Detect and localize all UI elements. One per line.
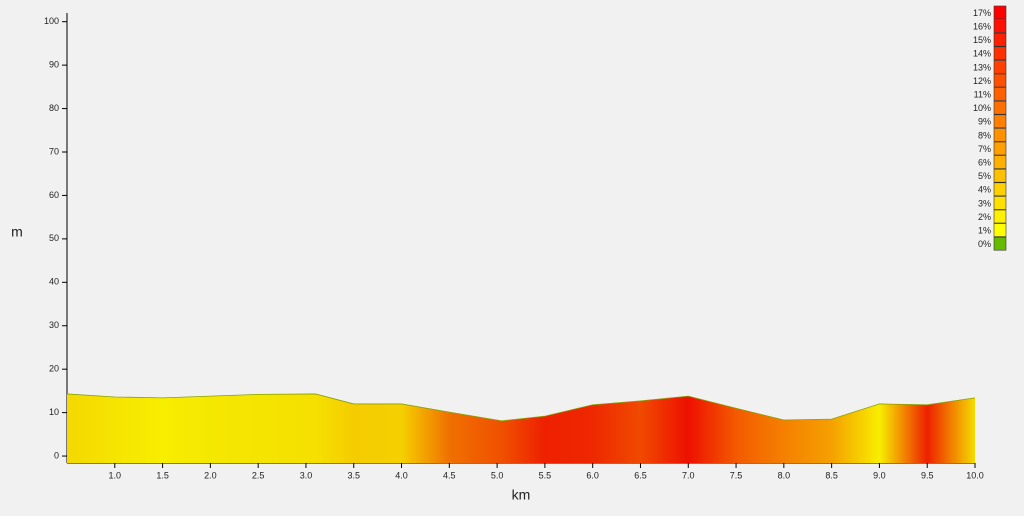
x-tick-label: 8.5: [825, 470, 838, 480]
legend-swatch: [993, 128, 1007, 142]
legend-label: 2%: [978, 212, 991, 222]
legend-swatch: [993, 209, 1007, 224]
y-tick-label: 30: [49, 320, 59, 330]
x-tick-label: 9.0: [873, 470, 886, 480]
legend-label: 3%: [978, 198, 991, 208]
x-axis-label: km: [512, 487, 531, 503]
legend-swatch: [993, 19, 1007, 33]
y-tick-label: 40: [49, 277, 59, 287]
legend-swatch: [993, 155, 1007, 169]
legend-label: 10%: [973, 103, 991, 113]
y-tick-label: 100: [44, 16, 59, 26]
legend-label: 8%: [978, 130, 991, 140]
x-tick-label: 1.5: [156, 470, 169, 480]
legend-swatch: [993, 114, 1007, 129]
legend-label: 4%: [978, 185, 991, 195]
legend-label: 7%: [978, 144, 991, 154]
x-tick-label: 4.0: [395, 470, 408, 480]
legend-swatch: [993, 182, 1007, 197]
y-tick-label: 0: [54, 450, 59, 460]
x-tick-label: 6.0: [586, 470, 599, 480]
legend-swatch: [993, 223, 1007, 237]
legend-label: 14%: [973, 49, 991, 59]
legend-swatch: [993, 87, 1007, 101]
y-tick-label: 10: [49, 407, 59, 417]
x-tick-label: 6.5: [634, 470, 647, 480]
x-tick-label: 8.0: [778, 470, 791, 480]
legend-label: 6%: [978, 157, 991, 167]
legend-swatch: [993, 60, 1007, 74]
legend-label: 15%: [973, 35, 991, 45]
y-tick-label: 90: [49, 59, 59, 69]
x-tick-label: 1.0: [109, 470, 122, 480]
x-tick-label: 9.5: [921, 470, 934, 480]
legend-swatch: [993, 5, 1007, 20]
legend-label: 1%: [978, 225, 991, 235]
y-axis-label: m: [11, 224, 23, 240]
y-tick-label: 20: [49, 364, 59, 374]
legend-label: 16%: [973, 21, 991, 31]
y-tick-label: 50: [49, 233, 59, 243]
legend-swatch: [993, 141, 1007, 156]
x-tick-label: 5.0: [491, 470, 504, 480]
x-tick-label: 3.5: [347, 470, 360, 480]
y-tick-label: 70: [49, 146, 59, 156]
legend-swatch: [993, 168, 1007, 183]
x-tick-label: 5.5: [539, 470, 552, 480]
legend-label: 5%: [978, 171, 991, 181]
x-tick-label: 3.0: [300, 470, 313, 480]
y-tick-label: 60: [49, 190, 59, 200]
legend-swatch: [993, 236, 1007, 251]
x-tick-label: 7.5: [730, 470, 743, 480]
legend-swatch: [993, 32, 1007, 47]
x-tick-label: 2.5: [252, 470, 265, 480]
elevation-area: [67, 393, 975, 463]
legend-label: 12%: [973, 76, 991, 86]
x-tick-label: 7.0: [682, 470, 695, 480]
legend-label: 13%: [973, 62, 991, 72]
legend-swatch: [993, 73, 1007, 88]
legend-label: 9%: [978, 117, 991, 127]
y-tick-label: 80: [49, 103, 59, 113]
legend-label: 17%: [973, 8, 991, 18]
x-tick-label: 4.5: [443, 470, 456, 480]
legend-swatch: [993, 46, 1007, 61]
x-tick-label: 2.0: [204, 470, 217, 480]
legend-swatch: [993, 100, 1007, 115]
legend-label: 0%: [978, 239, 991, 249]
legend-label: 11%: [974, 89, 991, 99]
legend-swatch: [993, 196, 1007, 210]
x-tick-label: 10.0: [966, 470, 984, 480]
elevation-line: [66, 393, 976, 422]
